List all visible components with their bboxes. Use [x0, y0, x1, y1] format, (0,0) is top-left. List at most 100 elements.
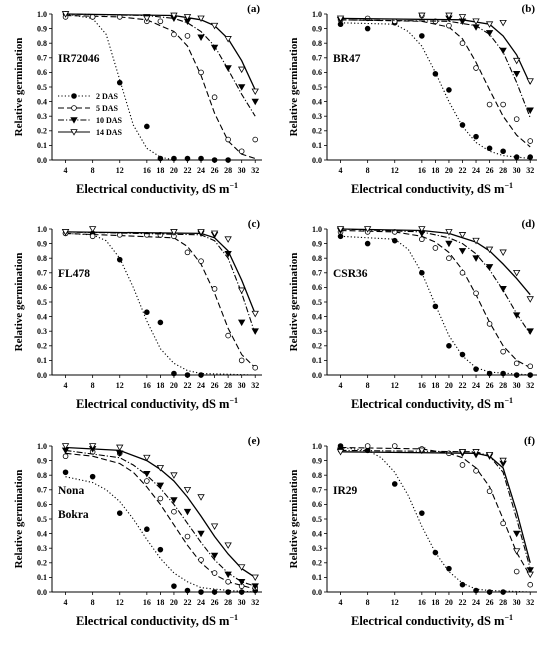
- data-point: [513, 360, 520, 367]
- data-point: [88, 226, 97, 233]
- y-tick-label: 0.6: [37, 68, 47, 77]
- data-point: [197, 229, 205, 236]
- x-tick-label: 4: [64, 598, 68, 607]
- fit-curve: [65, 231, 256, 335]
- series-14-das: [61, 443, 259, 582]
- data-point: [144, 309, 150, 316]
- fit-curve: [340, 228, 531, 335]
- data-point: [446, 343, 452, 349]
- data-point: [485, 264, 494, 271]
- data-point: [445, 229, 453, 236]
- y-tick-label: 0.2: [37, 559, 47, 568]
- data-point: [500, 148, 506, 155]
- data-point: [211, 570, 218, 576]
- y-tick-label: 0.4: [312, 529, 322, 538]
- data-point: [473, 366, 479, 372]
- data-point: [157, 18, 164, 25]
- data-point: [61, 229, 70, 236]
- data-point: [225, 332, 231, 339]
- x-tick-label: 24: [472, 381, 480, 390]
- data-point: [473, 587, 479, 594]
- series-2-das: [62, 469, 259, 595]
- data-point: [513, 116, 520, 122]
- y-axis-label: Relative germination: [13, 470, 25, 569]
- y-tick-label: 0.0: [312, 156, 322, 165]
- data-point: [143, 470, 151, 478]
- legend-label: 10 DAS: [96, 116, 123, 125]
- data-point: [473, 290, 479, 297]
- data-point: [238, 589, 245, 595]
- x-tick-label: 20: [170, 381, 178, 390]
- data-point: [210, 230, 219, 238]
- data-point: [198, 557, 204, 563]
- data-point: [419, 269, 425, 276]
- data-point: [116, 256, 123, 263]
- data-point: [513, 372, 520, 378]
- x-tick-label: 24: [472, 166, 480, 175]
- x-tick-label: 20: [170, 598, 178, 607]
- x-tick-label: 22: [458, 166, 466, 175]
- data-point: [485, 30, 494, 37]
- series-10-das: [336, 227, 534, 335]
- legend: 2 DAS 5 DAS 10 DAS 14 DAS: [58, 92, 123, 137]
- data-point: [486, 589, 493, 595]
- x-tick-label: 28: [224, 166, 232, 175]
- x-tick-label: 26: [486, 598, 494, 607]
- data-point: [512, 57, 521, 65]
- data-point: [89, 233, 96, 240]
- fit-curve: [340, 235, 531, 376]
- data-point: [211, 94, 218, 101]
- series-2-das: [337, 233, 534, 378]
- y-tick-label: 0.9: [312, 239, 322, 248]
- y-tick-label: 0.2: [37, 127, 47, 136]
- fit-curve: [65, 13, 256, 91]
- y-tick-label: 0.7: [37, 269, 47, 278]
- x-tick-label: 12: [116, 598, 124, 607]
- x-tick-label: 20: [170, 166, 178, 175]
- data-point: [61, 11, 70, 18]
- data-point: [432, 245, 439, 251]
- data-point: [252, 364, 259, 371]
- x-tick-label: 4: [339, 381, 343, 390]
- data-point: [500, 101, 506, 108]
- data-point: [156, 465, 165, 472]
- x-tick-label: 8: [366, 381, 370, 390]
- data-point: [237, 578, 246, 586]
- data-point: [251, 328, 259, 335]
- data-point: [157, 546, 164, 553]
- x-tick-label: 28: [499, 381, 507, 390]
- x-axis-label: Electrical conductivity, dS m−1: [351, 181, 513, 196]
- data-point: [446, 565, 452, 572]
- series-5-das: [62, 230, 259, 371]
- data-point: [157, 319, 164, 326]
- fit-curve: [65, 13, 256, 161]
- data-point: [237, 84, 246, 91]
- y-tick-label: 0.5: [312, 515, 322, 524]
- legend-label: 5 DAS: [96, 104, 119, 113]
- x-tick-label: 8: [91, 381, 95, 390]
- fit-curve: [65, 14, 256, 160]
- fit-curve: [340, 451, 531, 563]
- y-tick-label: 0.9: [37, 24, 47, 33]
- y-axis-label: Relative germination: [288, 470, 300, 569]
- data-point: [485, 451, 494, 459]
- panel-f: 0.0 0.1 0.2 0.3 0.4 0.5 0.6 0.7 0.8 0.9 1.0 4 8 12 16 1…: [275, 432, 550, 647]
- y-tick-label: 0.2: [37, 342, 47, 351]
- data-point: [183, 487, 192, 494]
- data-point: [237, 287, 246, 294]
- fit-curve: [340, 228, 531, 296]
- x-tick-label: 20: [445, 598, 453, 607]
- chart-svg: 0.0 0.1 0.2 0.3 0.4 0.5 0.6 0.7 0.8 0.9 1.0 4 8 12 16 1…: [13, 435, 262, 628]
- data-point: [418, 226, 426, 233]
- data-point: [210, 523, 219, 530]
- data-point: [143, 15, 151, 23]
- y-tick-label: 0.3: [312, 327, 322, 336]
- y-tick-label: 1.0: [37, 10, 47, 19]
- data-point: [336, 449, 345, 456]
- data-point: [225, 136, 231, 143]
- x-tick-label: 8: [91, 598, 95, 607]
- data-point: [336, 226, 345, 233]
- x-tick-label: 4: [64, 166, 68, 175]
- series-5-das: [62, 449, 259, 591]
- data-point: [251, 310, 259, 318]
